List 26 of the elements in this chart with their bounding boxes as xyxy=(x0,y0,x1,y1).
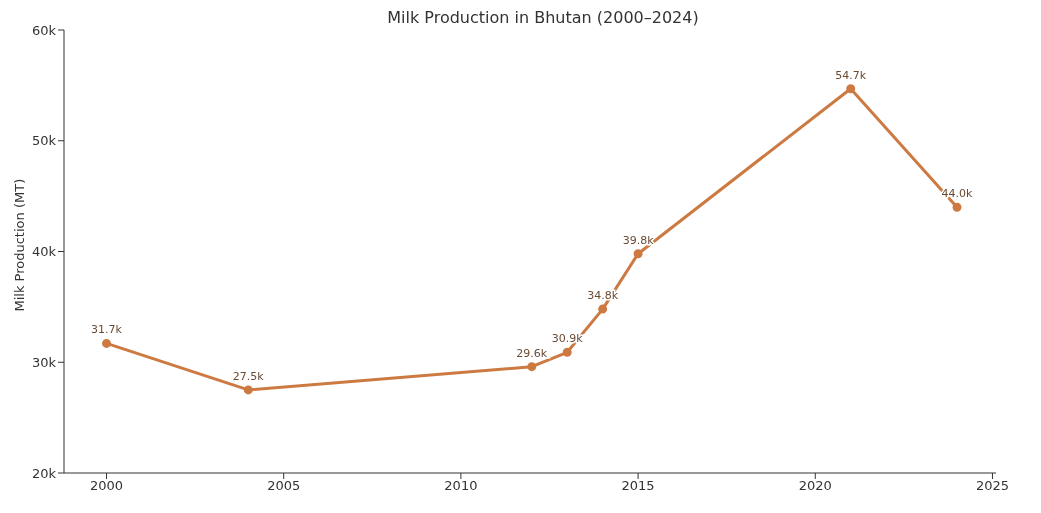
y-tick-label: 40k xyxy=(31,244,57,260)
y-tick-label: 50k xyxy=(31,133,57,149)
point xyxy=(102,338,112,348)
point xyxy=(562,347,572,357)
data-label: 27.5k xyxy=(232,369,265,383)
x-tick-label: 2005 xyxy=(267,478,301,494)
point xyxy=(633,249,643,259)
y-tick-label: 30k xyxy=(31,354,57,370)
data-label: 54.7k xyxy=(835,68,867,82)
point xyxy=(243,385,253,395)
x-tick-label: 2000 xyxy=(89,478,124,494)
x-tick-label: 2015 xyxy=(621,478,655,494)
point xyxy=(598,304,608,314)
point xyxy=(846,84,856,94)
point xyxy=(527,362,537,372)
x-tick-label: 2025 xyxy=(975,478,1009,494)
point xyxy=(952,202,962,212)
data-label: 31.7k xyxy=(91,323,123,337)
data-label: 29.6k xyxy=(516,346,548,360)
x-tick-label: 2020 xyxy=(798,478,832,494)
chart-title: Milk Production in Bhutan (2000–2024) xyxy=(387,8,699,27)
y-axis-title: Milk Production (MT) xyxy=(11,178,27,312)
y-tick-label: 60k xyxy=(31,22,57,38)
x-tick-label: 2010 xyxy=(444,478,478,494)
y-tick-label: 20k xyxy=(31,465,57,481)
data-label: 39.8k xyxy=(622,233,655,247)
